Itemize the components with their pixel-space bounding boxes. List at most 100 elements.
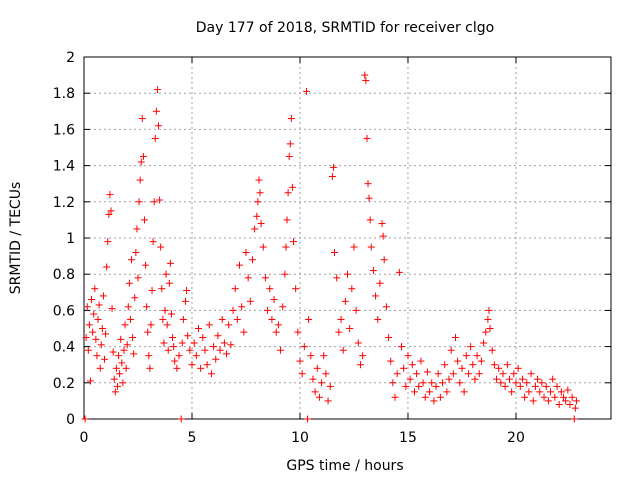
data-point <box>387 357 395 365</box>
data-point <box>173 364 181 372</box>
data-points <box>81 71 580 423</box>
data-point <box>482 328 490 336</box>
y-tick-label: 0.6 <box>53 303 75 319</box>
data-point <box>322 370 330 378</box>
data-point <box>443 388 451 396</box>
data-point <box>157 243 165 251</box>
data-point <box>475 370 483 378</box>
data-point <box>572 397 580 405</box>
data-point <box>523 379 531 387</box>
data-point <box>136 176 144 184</box>
data-point <box>434 370 442 378</box>
x-tick-label: 5 <box>188 430 197 446</box>
data-point <box>123 341 131 349</box>
data-point <box>296 357 304 365</box>
data-point <box>400 364 408 372</box>
data-point <box>161 306 169 314</box>
data-point <box>344 270 351 278</box>
data-point <box>147 321 155 329</box>
data-point <box>96 364 104 372</box>
data-point <box>538 379 546 387</box>
data-point <box>562 397 570 405</box>
data-point <box>484 315 492 323</box>
data-point <box>284 189 292 197</box>
data-point <box>145 352 153 360</box>
data-point <box>503 361 511 369</box>
y-tick-label: 0.8 <box>53 267 75 283</box>
data-point <box>140 216 148 224</box>
data-point <box>97 341 105 349</box>
data-point <box>486 325 494 332</box>
data-point <box>320 352 328 360</box>
data-point <box>244 274 252 282</box>
y-tick-label: 1.2 <box>53 195 75 211</box>
data-point <box>527 370 535 378</box>
data-point <box>218 315 226 323</box>
data-point <box>179 315 187 323</box>
data-point <box>115 352 123 360</box>
data-point <box>467 343 475 351</box>
data-point <box>216 346 224 354</box>
data-point <box>90 310 98 318</box>
data-point <box>283 216 291 224</box>
data-point <box>238 303 246 311</box>
y-tick-label: 0.4 <box>53 340 75 356</box>
data-point <box>456 379 464 387</box>
data-point <box>413 370 421 378</box>
data-point <box>380 256 388 264</box>
data-point <box>568 393 576 401</box>
data-point <box>246 297 254 305</box>
data-point <box>553 382 561 390</box>
data-point <box>130 350 138 358</box>
data-point <box>555 401 563 409</box>
data-point <box>121 321 129 329</box>
data-point <box>406 375 414 383</box>
data-point <box>307 352 315 360</box>
data-point <box>151 134 159 142</box>
data-point <box>542 382 550 390</box>
data-point <box>311 388 319 396</box>
data-point <box>287 115 295 123</box>
data-point <box>135 198 143 206</box>
data-point <box>462 352 470 360</box>
data-point <box>227 341 235 349</box>
data-point <box>510 370 518 378</box>
data-point <box>167 310 175 318</box>
data-point <box>436 393 444 401</box>
data-point <box>331 248 339 256</box>
data-point <box>417 357 425 365</box>
data-point <box>415 382 423 390</box>
data-point <box>458 364 466 372</box>
data-point <box>214 332 222 340</box>
data-point <box>183 286 191 294</box>
data-point <box>159 315 167 323</box>
data-point <box>175 352 183 360</box>
data-point <box>376 279 384 287</box>
data-point <box>142 261 150 269</box>
data-point <box>85 321 93 329</box>
data-point <box>199 334 207 342</box>
data-point <box>153 86 161 94</box>
data-point <box>163 321 171 329</box>
data-point <box>385 334 393 342</box>
data-point <box>404 352 412 360</box>
data-point <box>119 379 127 387</box>
data-point <box>549 375 557 383</box>
data-point <box>122 364 130 372</box>
data-point <box>93 352 101 360</box>
data-point <box>84 346 92 354</box>
data-point <box>337 315 345 323</box>
data-point <box>126 315 134 323</box>
data-point <box>111 388 119 396</box>
data-point <box>559 393 567 401</box>
data-point <box>292 285 300 293</box>
data-point <box>277 346 285 354</box>
data-point <box>499 370 507 378</box>
data-point <box>266 285 274 293</box>
data-point <box>525 388 533 396</box>
data-point <box>464 370 472 378</box>
data-point <box>514 364 522 372</box>
data-point <box>169 334 177 342</box>
data-point <box>540 393 548 401</box>
